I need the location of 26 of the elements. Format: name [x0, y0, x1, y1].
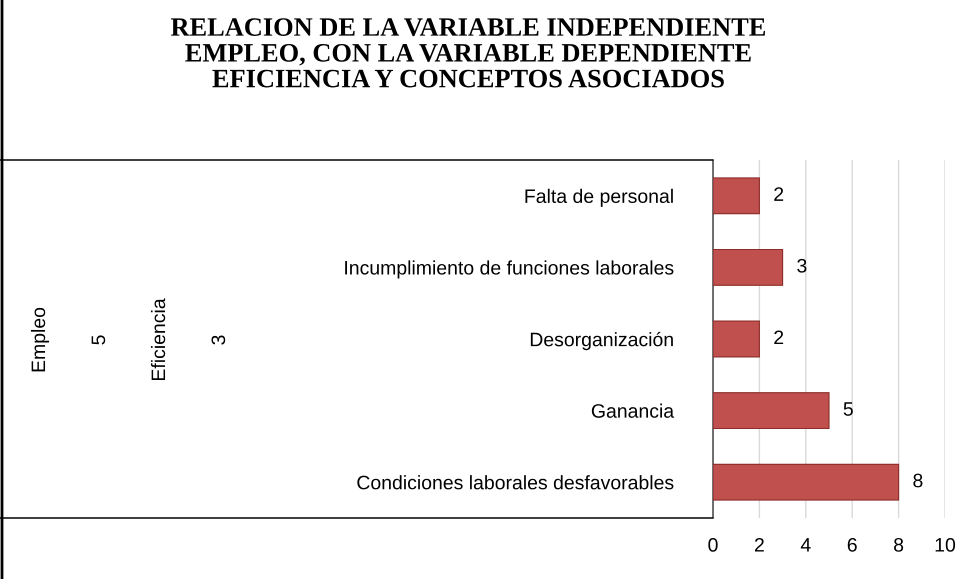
bar — [713, 177, 760, 214]
text: Eficiencia — [150, 298, 166, 380]
text: 5 — [92, 335, 106, 345]
x-tick-label: 6 — [848, 538, 857, 552]
text: Empleo — [30, 308, 50, 372]
bar — [713, 392, 830, 430]
x-tick-label: 2 — [754, 538, 764, 552]
data-label: 2 — [774, 187, 784, 201]
text: RELACION DE LA VARIABLE INDEPENDIENTE EMPLEO, CON LA VARIABLE DEPENDIENTE EFICIENCIA Y CONCEPTOS ASOCIADOS — [170, 18, 766, 88]
x-tick-label: 0 — [708, 538, 718, 552]
y-tick-label: Falta de personal — [525, 188, 673, 207]
data-label: 5 — [844, 402, 853, 416]
x-tick-label: 10 — [936, 538, 956, 552]
data-label: 2 — [774, 330, 784, 344]
x-tick-label: 4 — [800, 538, 811, 552]
y-tick-label: Condiciones laborales desfavorables — [357, 475, 674, 490]
data-label: 8 — [913, 474, 922, 488]
text: 3 — [211, 335, 226, 345]
y-tick-label: Ganancia — [592, 404, 674, 418]
data-label: 3 — [797, 258, 806, 273]
y-tick-label: Incumplimiento de funciones laborales — [345, 260, 674, 278]
bar — [713, 248, 784, 286]
y-tick-label: Desorganización — [530, 332, 673, 350]
bar — [713, 320, 760, 358]
bar — [713, 464, 900, 501]
x-tick-label: 8 — [894, 538, 904, 552]
